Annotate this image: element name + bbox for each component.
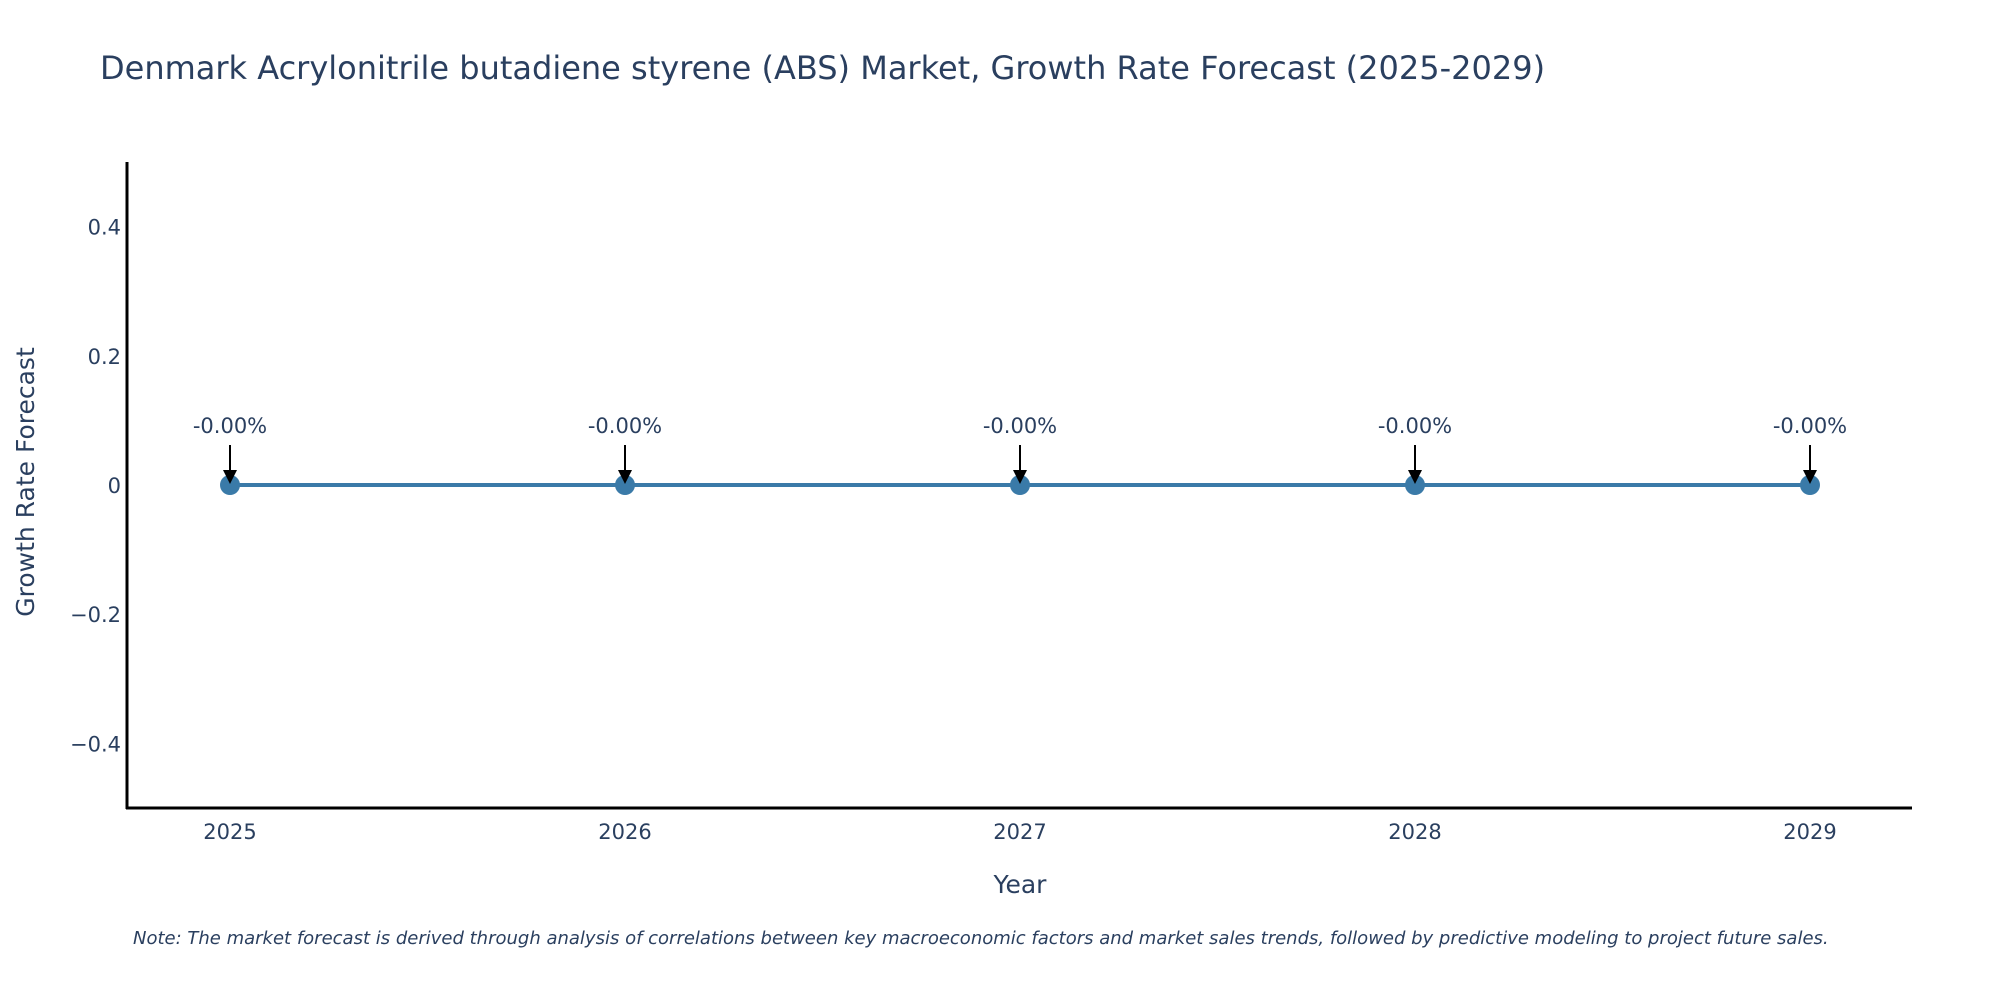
- data-annotation: -0.00%: [1773, 414, 1847, 484]
- data-point: [1405, 475, 1425, 495]
- y-tick-label: −0.2: [70, 603, 121, 627]
- annotations-group: -0.00% -0.00% -0.00% -0.00% -0.00%: [193, 414, 1847, 484]
- x-axis-ticks: 2025 2026 2027 2028 2029: [203, 820, 1836, 844]
- x-tick-label: 2029: [1783, 820, 1836, 844]
- y-axis-title: Growth Rate Forecast: [11, 347, 40, 617]
- annotation-arrow-head: [1013, 470, 1027, 484]
- y-tick-label: 0.2: [88, 345, 121, 369]
- data-point: [1010, 475, 1030, 495]
- data-annotation: -0.00%: [588, 414, 662, 484]
- annotation-label: -0.00%: [1378, 414, 1452, 438]
- y-tick-label: −0.4: [70, 732, 121, 756]
- y-axis-ticks: 0.4 0.2 0 −0.2 −0.4: [70, 216, 121, 757]
- y-tick-label: 0.4: [88, 216, 121, 240]
- chart-note: Note: The market forecast is derived thr…: [133, 928, 1829, 949]
- annotation-arrow-head: [223, 470, 237, 484]
- y-tick-label: 0: [108, 474, 121, 498]
- annotation-arrow-head: [1803, 470, 1817, 484]
- annotation-label: -0.00%: [1773, 414, 1847, 438]
- annotation-label: -0.00%: [983, 414, 1057, 438]
- x-tick-label: 2025: [203, 820, 256, 844]
- annotation-label: -0.00%: [588, 414, 662, 438]
- data-annotation: -0.00%: [983, 414, 1057, 484]
- annotation-arrow-head: [1408, 470, 1422, 484]
- data-annotation: -0.00%: [193, 414, 267, 484]
- data-annotation: -0.00%: [1378, 414, 1452, 484]
- annotation-arrow-head: [618, 470, 632, 484]
- data-point: [1800, 475, 1820, 495]
- annotation-label: -0.00%: [193, 414, 267, 438]
- chart-title: Denmark Acrylonitrile butadiene styrene …: [100, 49, 1545, 87]
- series-group: [220, 475, 1820, 495]
- x-tick-label: 2027: [993, 820, 1046, 844]
- x-axis-title: Year: [993, 870, 1048, 899]
- data-point: [220, 475, 240, 495]
- x-tick-label: 2028: [1388, 820, 1441, 844]
- x-tick-label: 2026: [598, 820, 651, 844]
- data-point: [615, 475, 635, 495]
